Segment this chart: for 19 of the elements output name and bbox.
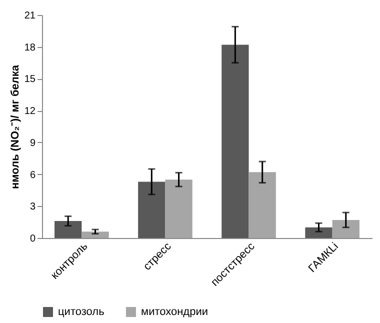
y-tick-label: 6 [30, 170, 36, 181]
bar [54, 221, 82, 238]
bar [165, 180, 192, 238]
legend-label: цитозоль [58, 306, 105, 318]
legend-label: митохондрии [141, 306, 208, 318]
bar [248, 172, 276, 238]
y-tick-label: 9 [30, 138, 36, 149]
y-tick-label: 3 [30, 202, 36, 213]
y-tick-label: 21 [24, 10, 36, 22]
bar [138, 182, 166, 238]
y-axis-title: нмоль (NO₂⁻)/ мг белка [9, 64, 22, 190]
y-tick-label: 0 [30, 234, 36, 244]
bar [332, 220, 360, 238]
bar [222, 44, 249, 238]
y-tick-label: 15 [24, 74, 36, 86]
y-tick-label: 12 [24, 106, 36, 118]
bar [82, 232, 109, 238]
bar [305, 227, 332, 238]
y-tick-label: 18 [24, 42, 36, 54]
